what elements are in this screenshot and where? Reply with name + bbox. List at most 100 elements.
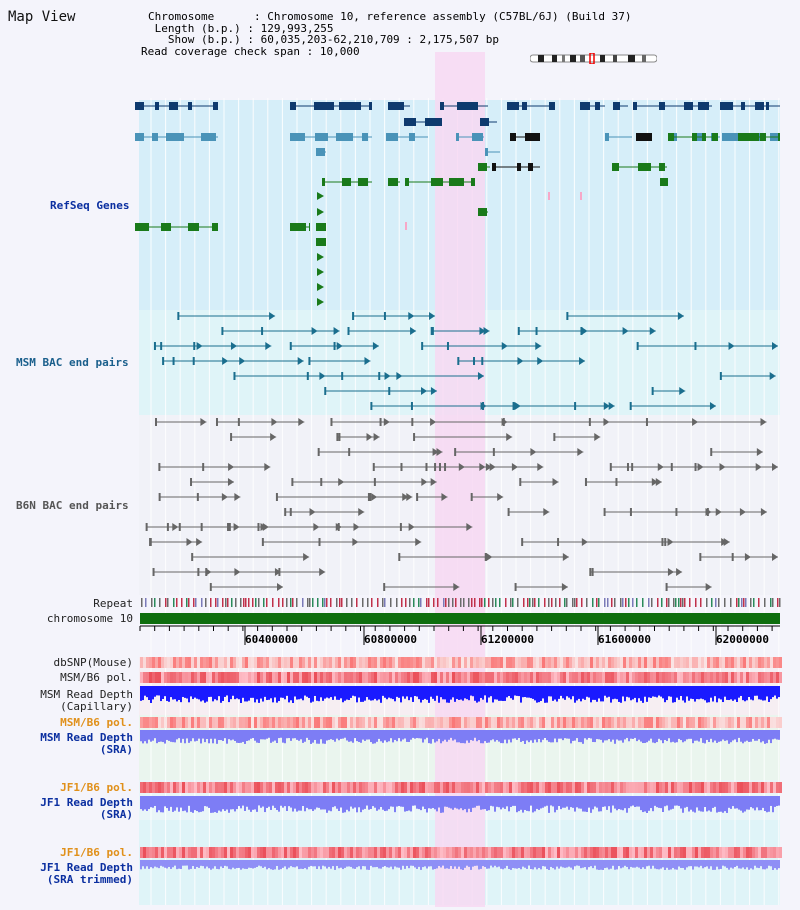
msm-b6-pol-cell [719, 672, 722, 683]
refseq-gene-track[interactable] [135, 102, 780, 306]
dbsnp-heat-cell [182, 657, 185, 668]
jf1-depth-trimmed-bar [542, 860, 544, 867]
msm-depth-sra-bar [552, 730, 554, 743]
b6n-bac-label[interactable]: B6N BAC end pairs [16, 499, 129, 512]
dbsnp-heat-cell [221, 657, 224, 668]
msm-depth-capillary-bar [602, 686, 604, 702]
msm-depth-sra-bar [604, 730, 606, 741]
msm-b6-pol-sra-cell [155, 717, 158, 728]
jf1-b6-pol-trim-cell [599, 847, 602, 858]
msm-b6-pol-sra-cell [371, 717, 374, 728]
msm-depth-capillary-bar [702, 686, 704, 700]
jf1-depth-trimmed-bar [506, 860, 508, 866]
jf1-depth-trimmed-bar [304, 860, 306, 869]
b6n-bac-end [275, 493, 278, 501]
msm-b6-pol-sra-cell [368, 717, 371, 728]
refseq-genes-label[interactable]: RefSeq Genes [50, 199, 130, 212]
msm-b6-pol-cell [218, 672, 221, 683]
variant-heat-tracks[interactable] [140, 657, 782, 858]
repeat-element [141, 598, 143, 607]
repeat-track[interactable] [141, 598, 781, 607]
b6n-bac-end [731, 553, 734, 561]
jf1-b6-pol-trim-cell [332, 847, 335, 858]
jf1-depth-trimmed-bar [272, 860, 274, 870]
msm-depth-capillary-bar [664, 686, 666, 703]
msm-b6-pol-cell [266, 672, 269, 683]
jf1-depth-trimmed-bar [642, 860, 644, 868]
msm-b6-pol-sra-cell [413, 717, 416, 728]
jf1-depth-trimmed-label[interactable]: JF1 Read Depth [40, 861, 133, 874]
msm-b6-pol-sra-cell [383, 717, 386, 728]
jf1-depth-bar [496, 796, 498, 807]
msm-b6-pol-sra-cell [290, 717, 293, 728]
msm-b6-pol-sra-cell [755, 717, 758, 728]
jf1-b6-pol-trim-cell [272, 847, 275, 858]
chromosome-ideogram[interactable] [530, 53, 657, 64]
msm-depth-sra-bar [306, 730, 308, 738]
msm-b6-pol-cell [716, 672, 719, 683]
repeat-element [661, 598, 663, 607]
jf1-b6-pol-trim-cell [224, 847, 227, 858]
msm-bac-end [221, 327, 224, 335]
repeat-element [680, 598, 682, 607]
jf1-depth-bar [600, 796, 602, 812]
dbsnp-heat-cell [347, 657, 350, 668]
jf1-depth-trimmed-bar [526, 860, 528, 869]
msm-b6-pol-cell [275, 672, 278, 683]
jf1-depth-label[interactable]: JF1 Read Depth [40, 796, 133, 809]
jf1-depth-trimmed-bar [716, 860, 718, 867]
jf1-depth-bar [704, 796, 706, 808]
msm-b6-pol-label[interactable]: MSM/B6 pol. [60, 671, 133, 684]
msm-depth-sra-label[interactable]: MSM Read Depth [40, 731, 133, 744]
jf1-depth-trimmed-bar [420, 860, 422, 870]
jf1-b6-pol-cell [710, 782, 713, 793]
msm-b6-pol-sra-label[interactable]: MSM/B6 pol. [60, 716, 133, 729]
jf1-b6-pol-trim-cell [644, 847, 647, 858]
jf1-b6-pol-trim-label[interactable]: JF1/B6 pol. [60, 846, 133, 859]
jf1-b6-pol-cell [197, 782, 200, 793]
jf1-depth-bar [502, 796, 504, 808]
jf1-depth-bar [522, 796, 524, 813]
msm-depth-capillary-label[interactable]: MSM Read Depth [40, 688, 133, 701]
msm-b6-pol-sra-cell [356, 717, 359, 728]
dbsnp-heat-cell [338, 657, 341, 668]
jf1-depth-bar [484, 796, 486, 810]
msm-depth-sra-bar [386, 730, 388, 743]
msm-depth-sra-bar [644, 730, 646, 743]
jf1-depth-bar [634, 796, 636, 807]
msm-bac-track[interactable] [153, 312, 778, 410]
msm-bac-label[interactable]: MSM BAC end pairs [16, 356, 129, 369]
jf1-depth-trimmed-bar [436, 860, 438, 869]
msm-b6-pol-sra-cell [284, 717, 287, 728]
highlight-region[interactable] [435, 52, 485, 907]
jf1-b6-pol-trim-cell [140, 847, 143, 858]
jf1-depth-bar [310, 796, 312, 810]
b6n-bac-end [755, 463, 762, 471]
msm-bac-end [636, 342, 639, 350]
jf1-b6-pol-label[interactable]: JF1/B6 pol. [60, 781, 133, 794]
msm-b6-pol-sra-cell [503, 717, 506, 728]
jf1-depth-trimmed-bar [692, 860, 694, 870]
msm-b6-pol-sra-cell [296, 717, 299, 728]
b6n-bac-track[interactable] [145, 418, 778, 591]
jf1-b6-pol-trim-cell [629, 847, 632, 858]
dbsnp-label[interactable]: dbSNP(Mouse) [53, 656, 133, 669]
repeat-element [534, 598, 536, 607]
read-depth-tracks[interactable] [140, 686, 780, 870]
msm-b6-pol-sra-cell [512, 717, 515, 728]
msm-depth-capillary-bar [706, 686, 708, 703]
jf1-b6-pol-cell [443, 782, 446, 793]
dbsnp-heat-cell [659, 657, 662, 668]
msm-b6-pol-cell [731, 672, 734, 683]
jf1-depth-bar [614, 796, 616, 809]
jf1-depth-trimmed-bar [278, 860, 280, 870]
msm-depth-capillary-bar [640, 686, 642, 701]
b6n-bac-end [416, 493, 419, 501]
jf1-depth-trimmed-bar [632, 860, 634, 868]
jf1-b6-pol-trim-cell [425, 847, 428, 858]
msm-depth-capillary-bar [688, 686, 690, 701]
jf1-b6-pol-trim-cell [257, 847, 260, 858]
jf1-depth-bar [176, 796, 178, 808]
gene-exon [336, 133, 346, 141]
